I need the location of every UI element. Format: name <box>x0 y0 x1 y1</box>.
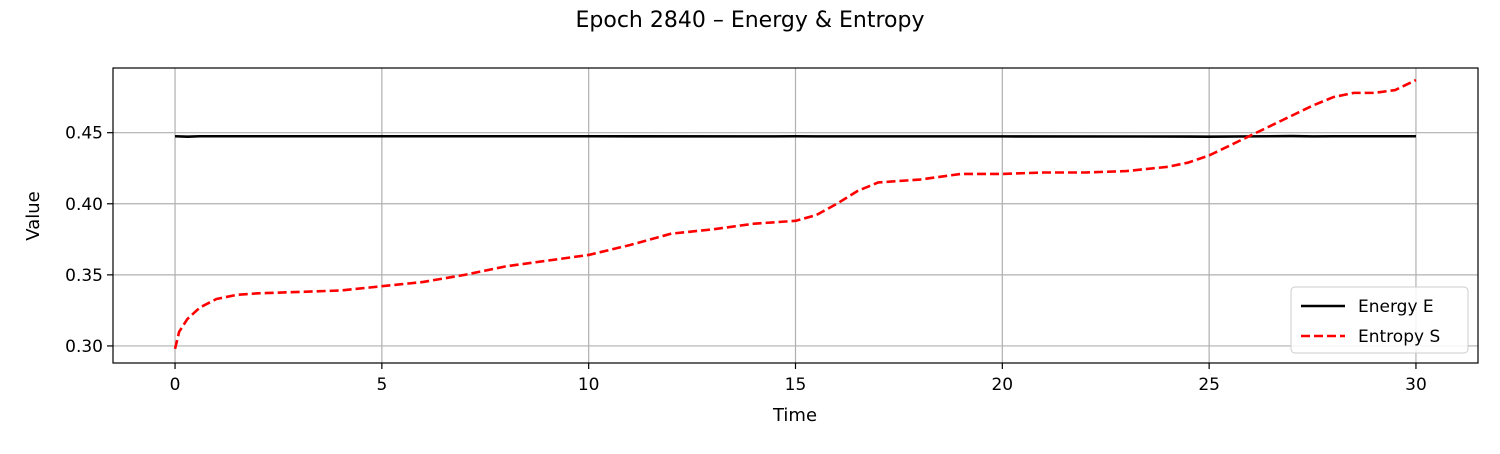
y-tick-label: 0.30 <box>65 337 103 357</box>
legend: Energy E Entropy S <box>1290 286 1469 354</box>
series-layer <box>173 78 1417 350</box>
x-tick-label: 25 <box>1198 375 1220 395</box>
x-tick-label: 10 <box>578 375 600 395</box>
y-tick-label: 0.45 <box>65 124 103 144</box>
x-tick-label: 5 <box>376 375 387 395</box>
series-line-energy-e <box>175 134 1416 138</box>
x-tick-label: 0 <box>170 375 181 395</box>
legend-label: Entropy S <box>1358 327 1440 347</box>
series-line-entropy-s <box>173 78 1417 350</box>
grid-layer <box>113 68 1478 363</box>
y-tick-label: 0.35 <box>65 266 103 286</box>
x-tick-label: 20 <box>991 375 1013 395</box>
tick-layer: 0 5 10 15 20 25 30 0.30 0.35 0.40 0.45 <box>65 124 1427 395</box>
y-tick-label: 0.40 <box>65 195 103 215</box>
x-tick-label: 30 <box>1405 375 1427 395</box>
x-axis-title: Time <box>772 405 817 426</box>
chart-title: Epoch 2840 – Energy & Entropy <box>576 8 925 33</box>
legend-label: Energy E <box>1358 297 1434 317</box>
y-axis-title: Value <box>23 191 44 240</box>
x-tick-label: 15 <box>785 375 807 395</box>
